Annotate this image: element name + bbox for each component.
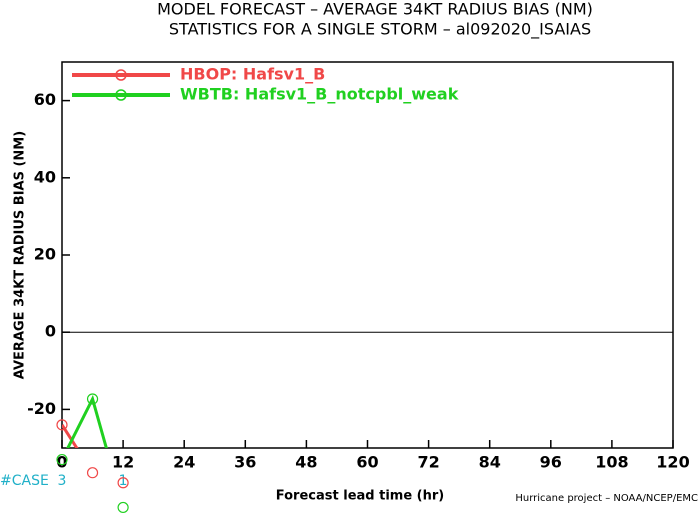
series-point xyxy=(56,419,68,431)
x-tick-label: 36 xyxy=(234,453,256,472)
plot-frame xyxy=(61,61,674,449)
series-point xyxy=(117,501,129,514)
x-tick-label: 84 xyxy=(479,453,501,472)
y-tick-label: 20 xyxy=(34,245,56,264)
x-axis-label: Forecast lead time (hr) xyxy=(276,489,444,504)
y-axis-label: AVERAGE 34KT RADIUS BIAS (NM) xyxy=(13,131,28,379)
x-tick-label: 24 xyxy=(173,453,195,472)
series-point xyxy=(117,477,129,489)
x-tick-label: 96 xyxy=(540,453,562,472)
case-label: #CASE xyxy=(0,473,49,489)
x-tick-label: 72 xyxy=(417,453,439,472)
series-point xyxy=(56,453,68,466)
footer: Hurricane project – NOAA/NCEP/EMC xyxy=(515,493,698,504)
x-tick-label: 108 xyxy=(595,453,628,472)
chart-title: MODEL FORECAST – AVERAGE 34KT RADIUS BIA… xyxy=(157,0,593,19)
x-tick-label: 60 xyxy=(356,453,378,472)
legend-label: WBTB: Hafsv1_B_notcpbl_weak xyxy=(180,85,459,104)
y-tick-label: -20 xyxy=(27,399,56,418)
case-count: 3 xyxy=(58,473,67,489)
series-point xyxy=(86,393,99,405)
legend-marker xyxy=(115,89,127,101)
series-point xyxy=(86,467,99,479)
plot-area xyxy=(62,394,108,448)
y-tick-label: 40 xyxy=(34,167,56,186)
legend-marker xyxy=(115,69,127,81)
x-tick-label: 48 xyxy=(295,453,317,472)
y-tick-label: 60 xyxy=(34,90,56,109)
series-line xyxy=(66,394,108,448)
x-tick-label: 120 xyxy=(656,453,689,472)
case-count: 1 xyxy=(119,473,128,489)
chart-subtitle: STATISTICS FOR A SINGLE STORM – al092020… xyxy=(169,20,591,40)
x-tick-label: 12 xyxy=(112,453,134,472)
y-tick-label: 0 xyxy=(45,322,56,341)
legend-label: HBOP: Hafsv1_B xyxy=(180,65,325,84)
x-tick-label: 0 xyxy=(56,453,67,472)
